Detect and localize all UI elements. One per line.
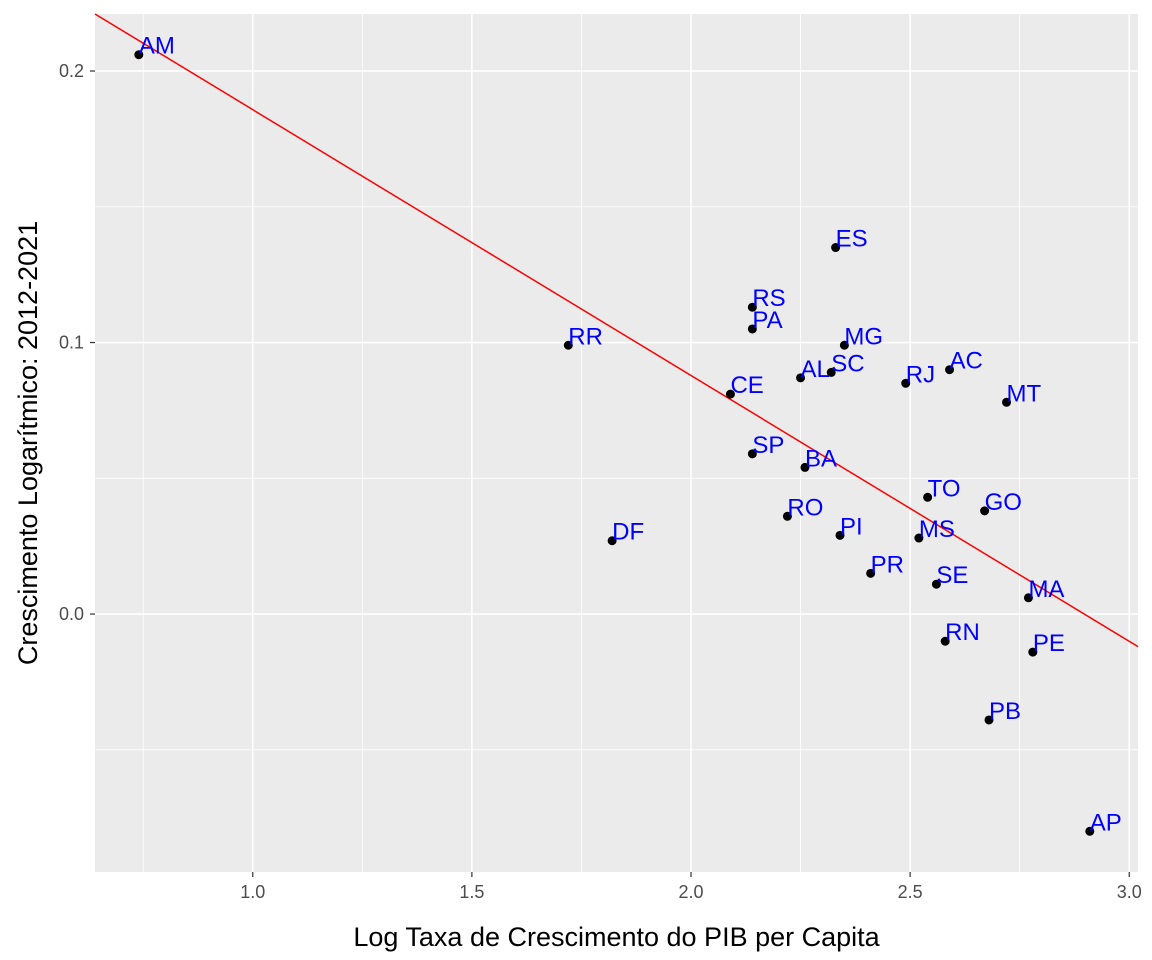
point-label-rn: RN: [945, 619, 980, 646]
data-point-ce: [725, 389, 735, 399]
regression-line: [94, 13, 1139, 648]
minor-gridlines: [95, 14, 1138, 872]
point-label-ce: CE: [730, 372, 763, 399]
data-point-rr: [563, 340, 573, 350]
point-label-sc: SC: [831, 350, 864, 377]
data-point-pa: [747, 324, 757, 334]
x-tick-label: 1.5: [459, 882, 484, 902]
point-label-ma: MA: [1028, 576, 1064, 603]
point-label-rr: RR: [568, 323, 603, 350]
data-point-ma: [1023, 593, 1033, 603]
data-point-ba: [800, 462, 810, 472]
data-point-pi: [835, 530, 845, 540]
plot-panel: [95, 14, 1138, 872]
y-tick-label: 0.0: [59, 604, 84, 624]
data-point-pr: [866, 568, 876, 578]
point-label-mt: MT: [1007, 380, 1042, 407]
point-label-to: TO: [928, 475, 961, 502]
point-label-pa: PA: [752, 307, 782, 334]
data-point-pe: [1028, 647, 1038, 657]
point-label-sp: SP: [752, 432, 784, 459]
data-point-ro: [782, 511, 792, 521]
point-label-ro: RO: [787, 494, 823, 521]
point-label-ba: BA: [805, 445, 837, 472]
data-point-am: [134, 50, 144, 60]
point-label-es: ES: [836, 226, 868, 253]
data-point-ap: [1085, 826, 1095, 836]
data-point-to: [923, 492, 933, 502]
point-label-al: AL: [801, 356, 830, 383]
point-label-df: DF: [612, 519, 644, 546]
data-point-ac: [945, 365, 955, 375]
x-axis-ticks: 1.0 1.5 2.0 2.5 3.0: [240, 872, 1142, 902]
point-label-pi: PI: [840, 513, 863, 540]
data-point-pb: [984, 715, 994, 725]
data-point-se: [931, 579, 941, 589]
y-tick-label: 0.2: [59, 61, 84, 81]
point-label-mg: MG: [844, 323, 883, 350]
data-point-mt: [1002, 397, 1012, 407]
data-point-df: [607, 536, 617, 546]
point-label-go: GO: [985, 489, 1022, 516]
data-point-rs: [747, 302, 757, 312]
point-label-pb: PB: [989, 698, 1021, 725]
data-point-mg: [839, 340, 849, 350]
data-point-sp: [747, 449, 757, 459]
data-point-ms: [914, 533, 924, 543]
point-label-ac: AC: [950, 348, 983, 375]
y-tick-label: 0.1: [59, 333, 84, 353]
data-point-al: [796, 373, 806, 383]
x-tick-label: 2.0: [678, 882, 703, 902]
data-point-rj: [901, 378, 911, 388]
data-point-rn: [940, 636, 950, 646]
point-label-se: SE: [936, 562, 968, 589]
point-label-rs: RS: [752, 285, 785, 312]
y-axis-ticks: 0.0 0.1 0.2: [59, 61, 95, 624]
major-gridlines: [95, 14, 1138, 872]
data-point-sc: [826, 367, 836, 377]
point-label-pr: PR: [871, 551, 904, 578]
x-tick-label: 3.0: [1117, 882, 1142, 902]
y-axis-title: Crescimento Logarítmico: 2012-2021: [13, 221, 43, 665]
data-point-es: [831, 243, 841, 253]
data-point-go: [980, 506, 990, 516]
point-label-ms: MS: [919, 516, 955, 543]
point-label-pe: PE: [1033, 630, 1065, 657]
x-tick-label: 2.5: [898, 882, 923, 902]
point-label-rj: RJ: [906, 361, 935, 388]
data-points: [134, 50, 1095, 836]
x-axis-title: Log Taxa de Crescimento do PIB per Capit…: [353, 922, 880, 952]
point-label-ap: AP: [1090, 809, 1122, 836]
x-tick-label: 1.0: [240, 882, 265, 902]
point-label-am: AM: [139, 33, 175, 60]
